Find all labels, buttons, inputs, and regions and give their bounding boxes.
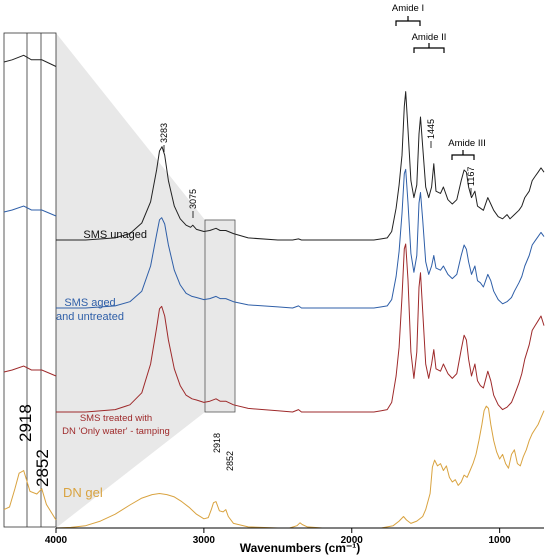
peak-label-2852: 2852 [225, 451, 235, 471]
label-sms-aged-line1: SMS aged [64, 297, 115, 309]
inset-series-line-3 [3, 365, 57, 377]
peak-label-1445: 1445 [426, 119, 436, 139]
x-tick-label-3000: 3000 [193, 535, 216, 546]
bracket-amide-iii [451, 150, 475, 160]
series-group [55, 91, 545, 529]
zoom-region-box [204, 219, 236, 413]
inset-series-line-1 [3, 54, 57, 67]
label-dn-gel: DN gel [63, 485, 103, 500]
inset-series-line-4 [3, 469, 57, 521]
band-label-amide-i: Amide I [392, 3, 424, 14]
peak-label-2918: 2918 [212, 433, 222, 453]
bracket-amide-ii [413, 43, 445, 53]
x-axis-label: Wavenumbers (cm⁻¹) [240, 541, 361, 555]
x-tick-label-2000: 2000 [341, 535, 364, 546]
label-sms-treated-line2: DN 'Only water' - tamping [62, 426, 170, 437]
series-line-1 [56, 91, 545, 241]
inset-panel: 2918 2852 [3, 32, 57, 528]
label-sms-treated-line1: SMS treated with [80, 413, 152, 424]
series-line-2 [56, 168, 545, 309]
series-line-4 [55, 405, 545, 529]
series-line-3 [56, 243, 545, 413]
x-tick-label-4000: 4000 [45, 535, 68, 546]
inset-traces [3, 54, 57, 521]
inset-label-2852: 2852 [33, 449, 52, 487]
peak-label-1167: 1167 [466, 167, 476, 186]
inset-label-2918: 2918 [16, 404, 35, 442]
x-ticks: 4000 3000 2000 1000 [45, 528, 511, 546]
label-sms-unaged: SMS unaged [83, 229, 147, 241]
inset-series-line-2 [3, 205, 57, 217]
bracket-amide-i [395, 16, 421, 26]
band-label-amide-iii: Amide III [448, 138, 486, 149]
peak-label-3075: 3075 [188, 189, 198, 209]
inset-frame [3, 32, 57, 528]
band-label-amide-ii: Amide II [412, 32, 447, 43]
label-sms-aged-line2: and untreated [56, 311, 124, 323]
peak-label-3283: 3283 [159, 123, 169, 143]
x-tick-label-1000: 1000 [489, 535, 512, 546]
